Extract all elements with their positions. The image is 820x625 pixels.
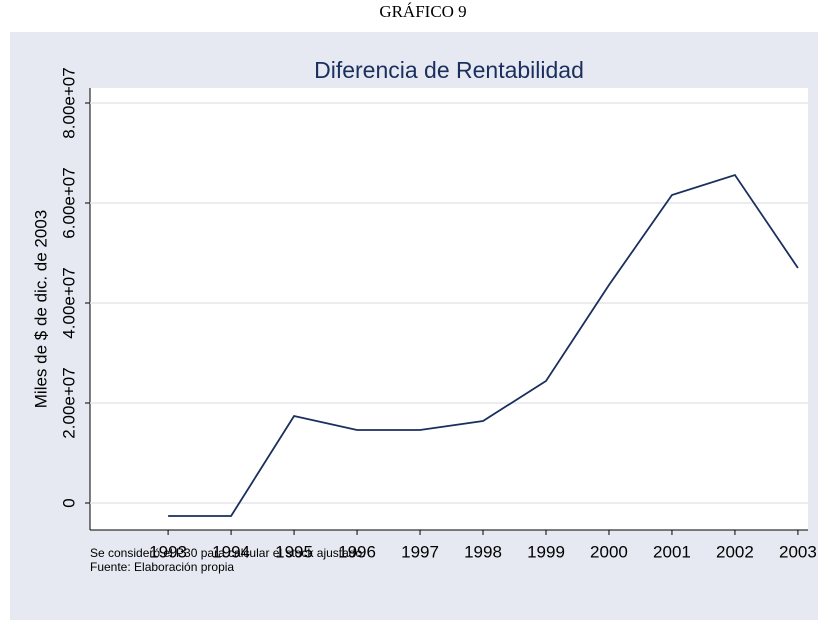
- x-tick-label: 1997: [401, 542, 439, 561]
- plot-area: [90, 88, 808, 530]
- y-tick-label: 2.00e+07: [59, 367, 78, 438]
- x-tick-label: 1993: [149, 542, 187, 561]
- x-tick-label: 2000: [590, 542, 628, 561]
- x-tick-label: 1995: [275, 542, 313, 561]
- heading: GRÁFICO 9: [379, 2, 466, 21]
- x-tick-label: 1996: [338, 542, 376, 561]
- note: Se consideró el P30 para calcular el sto…: [90, 546, 366, 560]
- x-tick-label: 2001: [653, 542, 691, 561]
- y-tick-label: 6.00e+07: [59, 167, 78, 238]
- x-tick-label: 2003: [779, 542, 817, 561]
- note: Fuente: Elaboración propia: [90, 560, 234, 574]
- x-tick-label: 1998: [464, 542, 502, 561]
- y-tick-label: 4.00e+07: [59, 267, 78, 338]
- y-tick-label: 0: [59, 498, 78, 507]
- chart-title: Diferencia de Rentabilidad: [314, 57, 584, 83]
- x-tick-label: 2002: [716, 542, 754, 561]
- x-tick-label: 1999: [527, 542, 565, 561]
- x-tick-label: 1994: [212, 542, 250, 561]
- y-tick-label: 8.00e+07: [59, 67, 78, 138]
- y-axis-title: Miles de $ de dic. de 2003: [31, 210, 50, 408]
- line-series: [168, 173, 799, 517]
